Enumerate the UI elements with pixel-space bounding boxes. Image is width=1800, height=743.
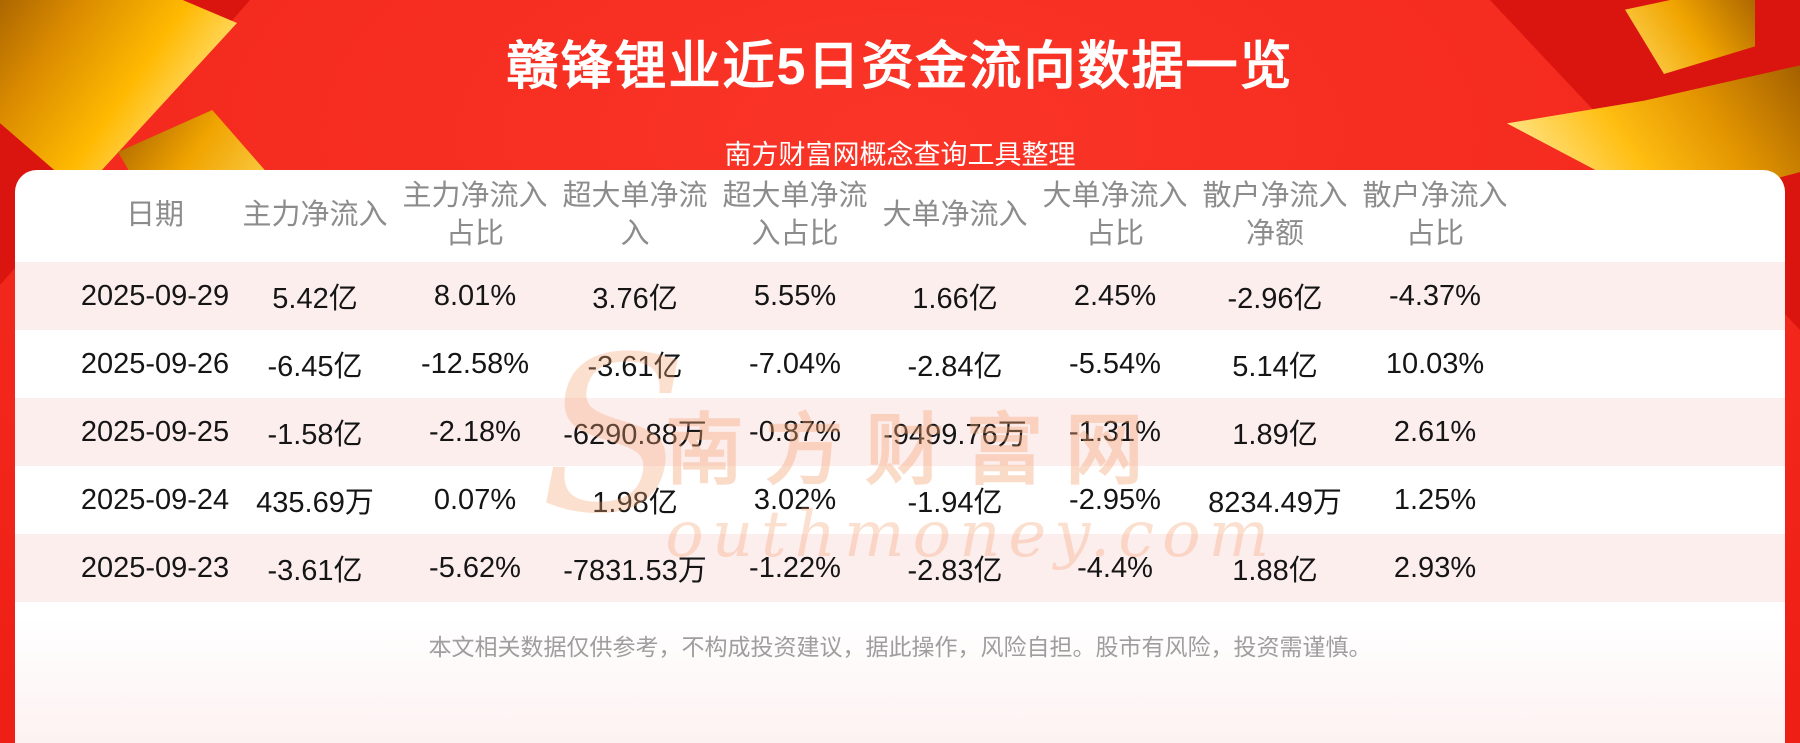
value-cell: 10.03% — [1385, 347, 1485, 380]
value-cell: 1.66亿 — [912, 283, 998, 315]
value-cell: -2.96亿 — [1227, 283, 1323, 315]
date-cell: 2025-09-25 — [80, 415, 230, 448]
column-header-main-net-inflow-ratio: 主力净流入占比 — [402, 180, 548, 250]
banner: 赣锋锂业近5日资金流向数据一览 南方财富网概念查询工具整理 — [0, 0, 1800, 172]
disclaimer-text: 本文相关数据仅供参考，不构成投资建议，据此操作，风险自担。股市有风险，投资需谨慎… — [428, 634, 1372, 660]
column-header-main-net-inflow: 主力净流入 — [242, 199, 388, 232]
value-cell: 1.89亿 — [1232, 419, 1318, 451]
value-cell: -3.61亿 — [267, 555, 363, 587]
value-cell: -3.61亿 — [587, 351, 683, 383]
value-cell: 2.45% — [1073, 279, 1157, 312]
value-cell: 5.14亿 — [1232, 351, 1318, 383]
value-cell: -1.94亿 — [907, 487, 1003, 519]
value-cell: -2.18% — [429, 415, 521, 448]
value-cell: -2.83亿 — [907, 555, 1003, 587]
value-cell: 2.61% — [1393, 415, 1477, 448]
value-cell: 5.42亿 — [272, 283, 358, 315]
value-cell: -12.58% — [420, 347, 529, 380]
value-cell: -7831.53万 — [563, 555, 707, 587]
page-subtitle: 南方财富网概念查询工具整理 — [724, 140, 1076, 170]
value-cell: -7.04% — [749, 347, 841, 380]
date-cell: 2025-09-23 — [80, 551, 230, 584]
value-cell: 8234.49万 — [1208, 487, 1342, 519]
column-header-large-order-net-inflow-ratio: 大单净流入占比 — [1042, 180, 1188, 250]
value-cell: -5.62% — [429, 551, 521, 584]
value-cell: 1.25% — [1393, 483, 1477, 516]
value-cell: 2.93% — [1393, 551, 1477, 584]
date-cell: 2025-09-29 — [80, 279, 230, 312]
value-cell: -4.4% — [1077, 551, 1153, 584]
column-header-retail-net-inflow-ratio: 散户净流入占比 — [1362, 180, 1508, 250]
table-row: 2025-09-26 -6.45亿 -12.58% -3.61亿 -7.04% … — [15, 330, 1785, 398]
value-cell: 3.76亿 — [592, 283, 678, 315]
table-header-row: 日期 主力净流入 主力净流入占比 超大单净流入 超大单净流入占比 大单净流入 大… — [15, 170, 1785, 262]
value-cell: -2.95% — [1069, 483, 1161, 516]
table-row: 2025-09-29 5.42亿 8.01% 3.76亿 5.55% 1.66亿… — [15, 262, 1785, 330]
value-cell: -6290.88万 — [563, 419, 707, 451]
date-cell: 2025-09-24 — [80, 483, 230, 516]
column-header-xl-order-net-inflow-ratio: 超大单净流入占比 — [722, 180, 868, 250]
value-cell: 5.55% — [753, 279, 837, 312]
value-cell: -6.45亿 — [267, 351, 363, 383]
value-cell: -9499.76万 — [883, 419, 1027, 451]
value-cell: -5.54% — [1069, 347, 1161, 380]
value-cell: -1.22% — [749, 551, 841, 584]
column-header-date: 日期 — [125, 199, 184, 232]
data-panel: 日期 主力净流入 主力净流入占比 超大单净流入 超大单净流入占比 大单净流入 大… — [15, 170, 1785, 743]
value-cell: 3.02% — [753, 483, 837, 516]
column-header-retail-net-inflow: 散户净流入净额 — [1202, 180, 1348, 250]
value-cell: 435.69万 — [256, 487, 374, 519]
value-cell: -1.58亿 — [267, 419, 363, 451]
table-row: 2025-09-25 -1.58亿 -2.18% -6290.88万 -0.87… — [15, 398, 1785, 466]
value-cell: 1.88亿 — [1232, 555, 1318, 587]
value-cell: 8.01% — [433, 279, 517, 312]
column-header-large-order-net-inflow: 大单净流入 — [882, 199, 1028, 232]
value-cell: -4.37% — [1389, 279, 1481, 312]
column-header-xl-order-net-inflow: 超大单净流入 — [562, 180, 708, 250]
table-row: 2025-09-23 -3.61亿 -5.62% -7831.53万 -1.22… — [15, 534, 1785, 602]
value-cell: -2.84亿 — [907, 351, 1003, 383]
value-cell: -0.87% — [749, 415, 841, 448]
value-cell: 0.07% — [433, 483, 517, 516]
value-cell: -1.31% — [1069, 415, 1161, 448]
page-title: 赣锋锂业近5日资金流向数据一览 — [506, 38, 1294, 96]
table-row: 2025-09-24 435.69万 0.07% 1.98亿 3.02% -1.… — [15, 466, 1785, 534]
date-cell: 2025-09-26 — [80, 347, 230, 380]
value-cell: 1.98亿 — [592, 487, 678, 519]
